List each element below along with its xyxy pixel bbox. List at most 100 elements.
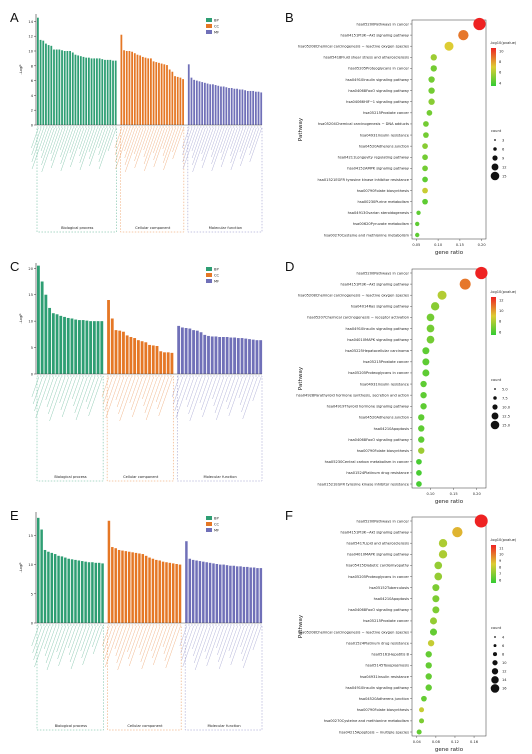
bar-cc (168, 69, 171, 125)
pathway-bubble (427, 639, 435, 647)
pathway-label: hsa04210Apoptosis (374, 597, 409, 601)
bar-cc (179, 77, 182, 125)
term-label-placeholder (103, 376, 113, 405)
size-legend-dot (490, 171, 500, 181)
bar-cc (160, 63, 163, 125)
term-label-placeholder (211, 127, 227, 172)
pathway-bubble (422, 165, 428, 172)
bar-bp (48, 307, 52, 374)
x-tick-label: 0.10 (426, 492, 435, 496)
x-tick-label: 0.04 (413, 740, 422, 744)
group-label: Biological process (54, 475, 86, 479)
pathway-label: hsa05205Proteoglycans in cancer (348, 575, 409, 579)
bar-cc (158, 62, 160, 125)
bar-mf (260, 92, 263, 125)
y-tick-label: 10 (28, 563, 33, 567)
bar-bp (74, 559, 77, 623)
term-label-placeholder (204, 625, 215, 653)
x-tick-label: 0.12 (451, 740, 459, 744)
bar-cc (141, 56, 144, 125)
pathway-bubble (426, 324, 435, 333)
term-label-placeholder (238, 376, 247, 399)
pathway-bubble (452, 526, 463, 538)
bar-mf (244, 90, 247, 125)
term-label-placeholder (142, 376, 151, 400)
legend-swatch-bp (206, 516, 212, 520)
size-legend-dot (490, 420, 500, 430)
bar-mf (255, 340, 259, 374)
term-label-placeholder (163, 127, 179, 171)
pathway-bubble (425, 651, 432, 658)
size-legend-tick: 10 (502, 661, 507, 665)
term-label-placeholder (45, 376, 54, 401)
pathway-label: hsa04210Apoptosis (374, 427, 409, 431)
bar-mf (215, 563, 219, 623)
bar-mf (217, 85, 220, 125)
term-label-placeholder (182, 127, 193, 156)
bar-cc (161, 561, 165, 623)
go-bar-chart-e: 0 5 10 15 -LogP Biological process Cellular co… (19, 512, 263, 731)
term-label-placeholder (249, 127, 257, 149)
pathway-label: hsa05208Chemical carcinogenesis − reacti… (298, 294, 409, 298)
bar-mf (191, 559, 195, 623)
group-bracket (36, 624, 104, 731)
term-label-placeholder (143, 127, 155, 158)
bar-cc (131, 51, 134, 125)
term-label-placeholder (240, 625, 248, 648)
bar-cc (111, 547, 114, 623)
bar-cc (159, 351, 163, 374)
bar-cc (171, 71, 174, 125)
bar-cc (129, 337, 133, 374)
bar-bp (58, 49, 61, 125)
bar-cc (118, 330, 122, 374)
bar-cc (176, 76, 179, 125)
legend-label-mf: MF (214, 529, 219, 533)
bar-cc (134, 552, 138, 623)
term-label-placeholder (41, 127, 55, 166)
pathway-bubble (423, 132, 429, 138)
bar-cc (114, 330, 118, 374)
size-legend-tick: 10.0 (502, 405, 511, 409)
term-label-placeholder (98, 127, 106, 149)
term-label-placeholder (73, 376, 84, 407)
term-label-placeholder (68, 625, 77, 649)
bar-bp (50, 45, 53, 125)
pathway-bubble (420, 403, 427, 410)
bar-bp (43, 549, 47, 623)
term-label-placeholder (34, 625, 50, 668)
term-label-placeholder (57, 625, 70, 660)
term-label-placeholder (32, 376, 43, 405)
bar-mf (249, 90, 252, 125)
pathway-bubble (434, 572, 443, 581)
pathway-bubble (416, 481, 422, 487)
pathway-label: hsa05207Chemical carcinogenesis − recept… (307, 316, 409, 320)
bar-mf (257, 91, 260, 125)
term-label-placeholder (127, 625, 137, 653)
pathway-label: hsa04010MAPK signaling pathway (347, 553, 410, 557)
size-legend-tick: 15 (502, 174, 507, 178)
term-label-placeholder (138, 625, 147, 649)
legend-swatch-cc (206, 522, 212, 526)
bar-cc (151, 345, 155, 374)
legend-label-bp: BP (214, 517, 219, 521)
term-label-placeholder (194, 625, 208, 664)
term-label-placeholder (201, 127, 217, 169)
color-legend-bar (491, 297, 496, 335)
term-label-placeholder (241, 376, 254, 413)
term-label-placeholder (200, 376, 213, 411)
term-label-placeholder (46, 625, 63, 671)
term-label-placeholder (50, 127, 63, 162)
pathway-label: hsa00270Cysteine and methionine metaboli… (324, 233, 410, 237)
pathway-bubble (415, 221, 420, 227)
pathway-label: hsa05415Diabetic cardiomyopathy (346, 564, 410, 568)
term-label-placeholder (220, 127, 233, 161)
bar-bp (57, 555, 60, 623)
term-label-placeholder (192, 625, 201, 650)
bar-bp (55, 314, 59, 374)
bar-mf (252, 567, 256, 623)
pathway-bubble (421, 695, 427, 702)
pathway-label: hsa05200Pathways in cancer (356, 271, 409, 275)
term-label-placeholder (188, 376, 202, 415)
group-label: Molecular function (203, 475, 236, 479)
bar-mf (248, 339, 251, 374)
